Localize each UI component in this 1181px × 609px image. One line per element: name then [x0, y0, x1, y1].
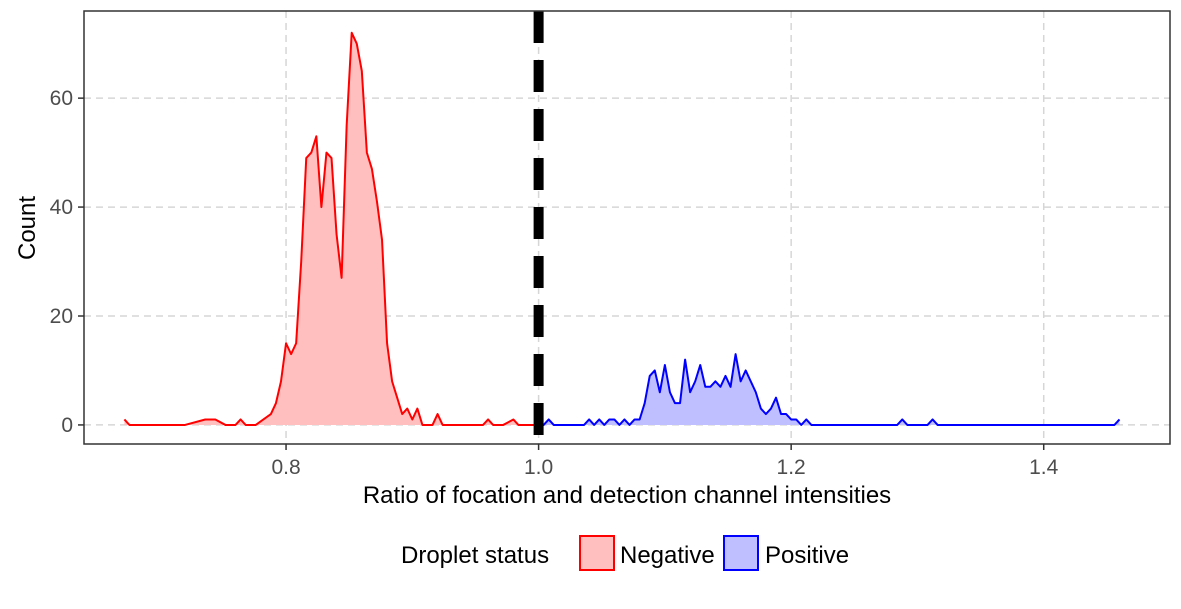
- legend-title: Droplet status: [401, 542, 549, 569]
- series-layer: [123, 31, 1121, 426]
- x-tick-label: 1.2: [777, 456, 806, 479]
- x-tick-label: 1.4: [1029, 456, 1059, 479]
- legend-label-negative: Negative: [620, 542, 715, 569]
- y-tick-label: 0: [61, 414, 73, 437]
- legend-key-negative: [579, 535, 615, 571]
- series-line-negative: [123, 31, 539, 426]
- legend-key-positive: [723, 535, 759, 571]
- panel-background: [84, 11, 1170, 444]
- legend: Droplet status Negative Positive: [401, 535, 849, 571]
- x-tick-label: 1.0: [524, 456, 553, 479]
- series-area-negative: [124, 32, 539, 425]
- x-axis: 0.8 1.0 1.2 1.4: [271, 444, 1059, 479]
- y-tick-label: 20: [50, 305, 73, 328]
- x-tick-label: 0.8: [271, 456, 300, 479]
- y-axis-title: Count: [14, 196, 41, 260]
- y-tick-label: 60: [50, 87, 73, 110]
- x-axis-title: Ratio of focation and detection channel …: [363, 482, 891, 509]
- y-axis: 0 20 40 60: [50, 87, 84, 437]
- series-line-positive: [538, 353, 1121, 426]
- y-tick-label: 40: [50, 196, 73, 219]
- panel-border: [83, 10, 1171, 445]
- legend-label-positive: Positive: [765, 542, 849, 569]
